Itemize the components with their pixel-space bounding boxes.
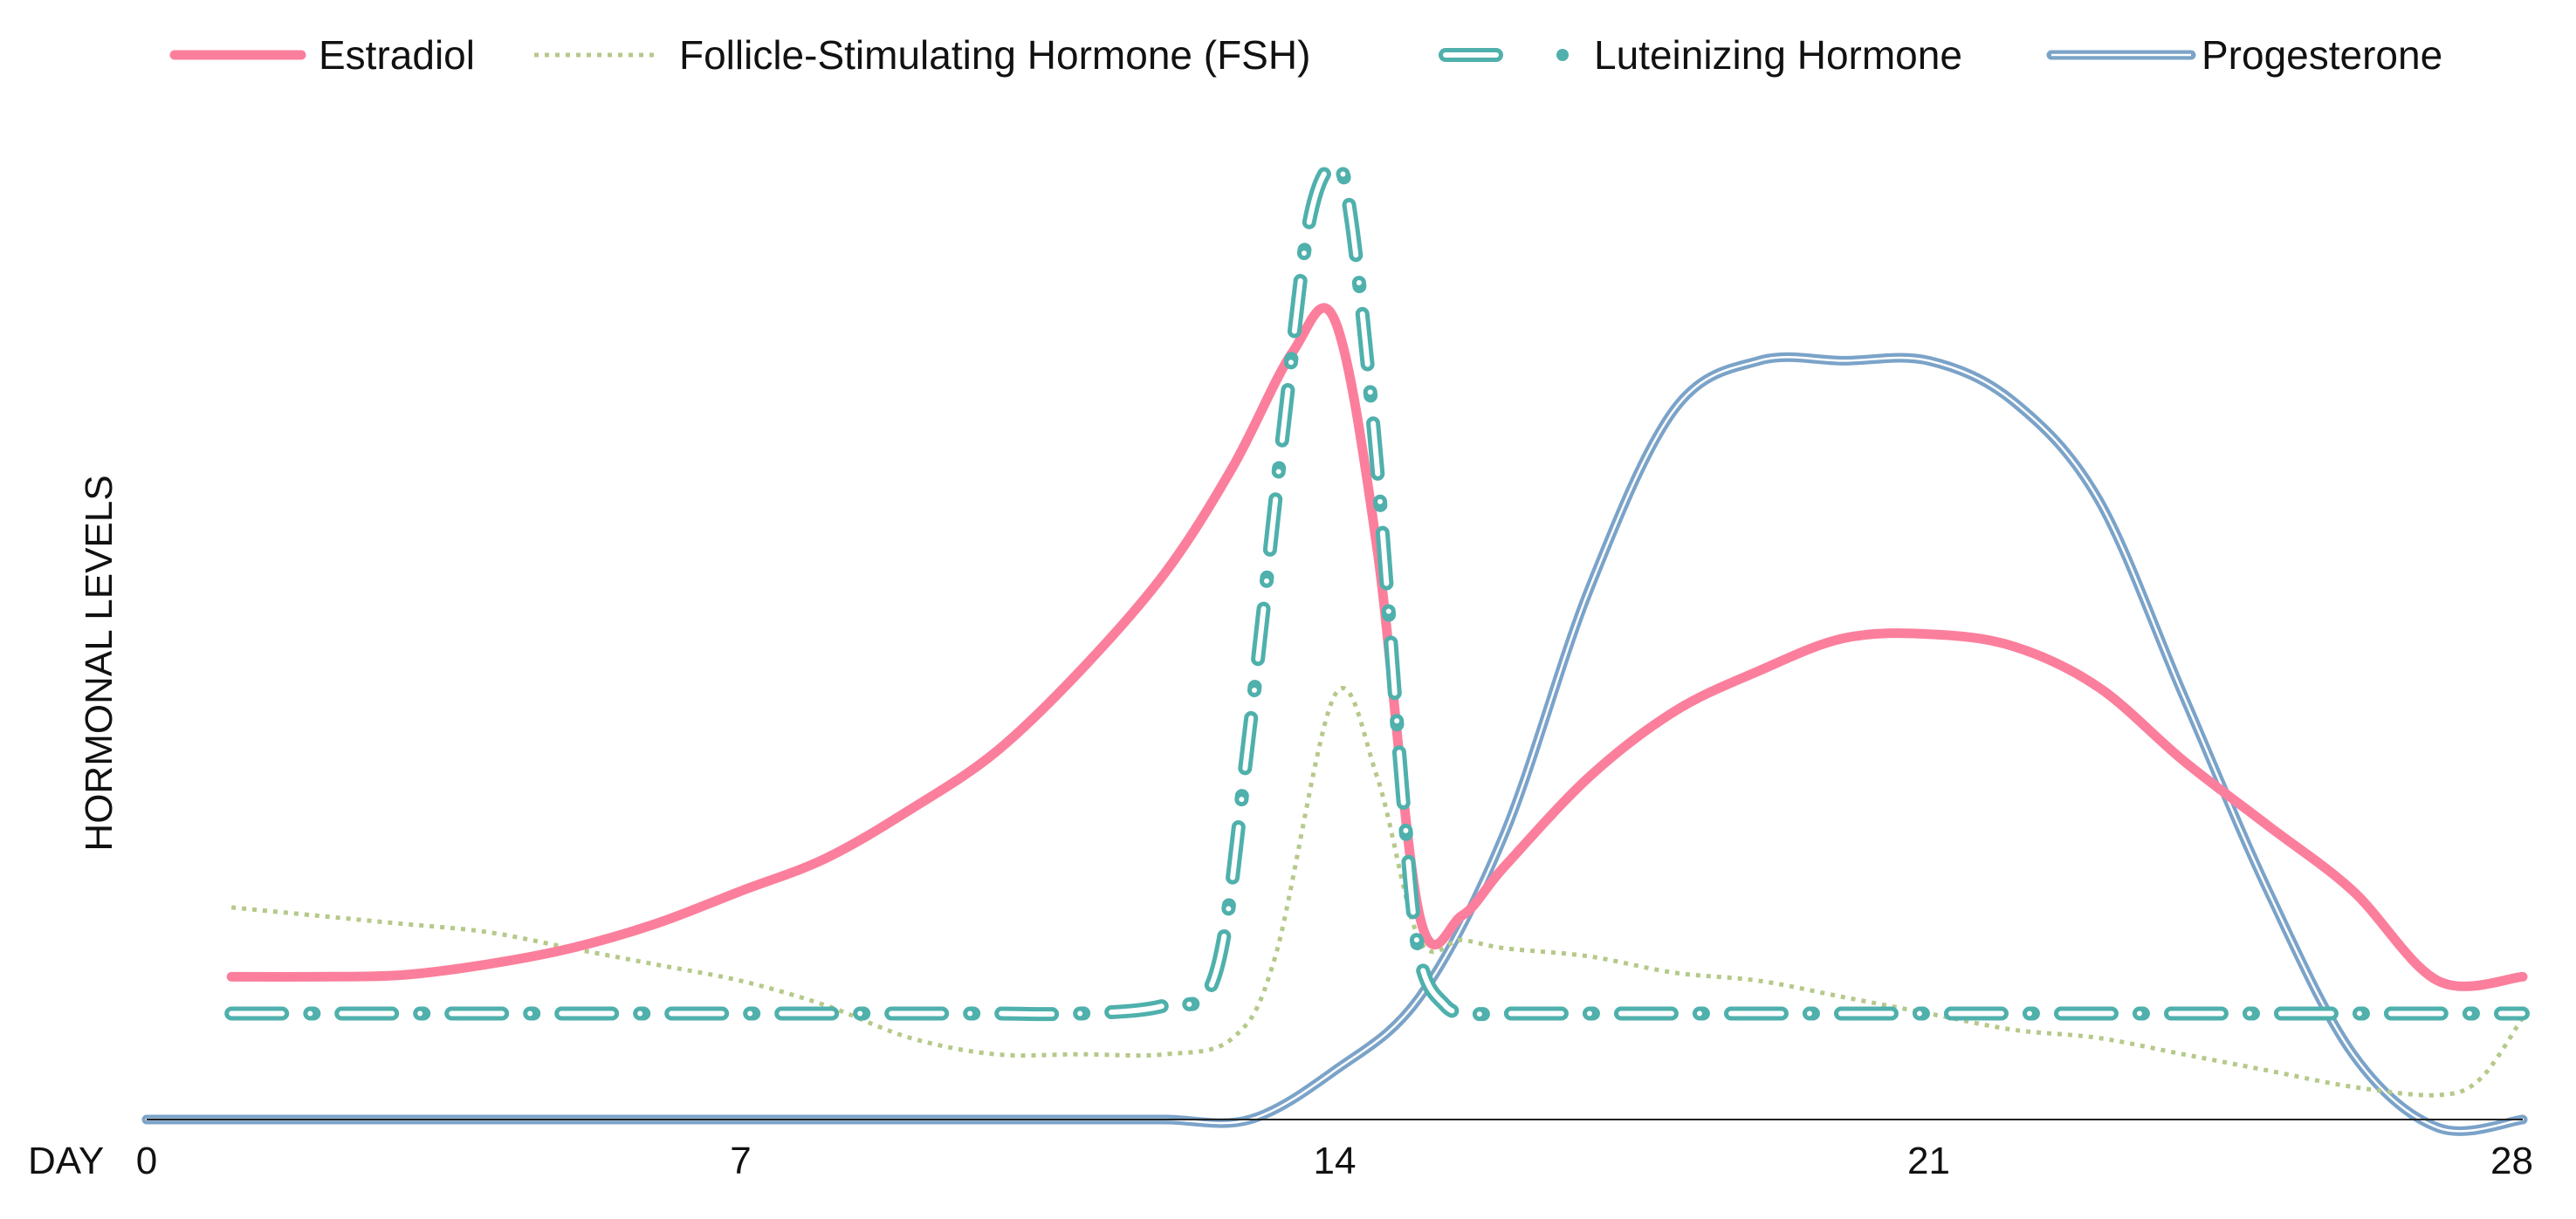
legend-swatch-dot	[1556, 49, 1569, 61]
x-axis-ticks: 0 7 14 21 28	[136, 1140, 2533, 1182]
y-axis-title: HORMONAL LEVELS	[78, 475, 120, 851]
x-tick-label: 7	[730, 1140, 751, 1182]
x-tick-label: 28	[2490, 1140, 2533, 1182]
legend-label: Estradiol	[319, 32, 475, 78]
legend-label: Follicle-Stimulating Hormone (FSH)	[679, 32, 1310, 78]
x-tick-label: 0	[136, 1140, 157, 1182]
x-tick-label: 14	[1314, 1140, 1357, 1182]
x-tick-label: 21	[1907, 1140, 1950, 1182]
legend-entry: Luteinizing Hormone	[1439, 32, 1962, 78]
legend-entry: Estradiol	[169, 32, 475, 78]
plot-area	[141, 157, 2530, 1136]
series-line-lh	[224, 157, 2530, 1022]
legend: Estradiol Follicle-Stimulating Hormone (F…	[169, 32, 2442, 78]
x-axis-title: DAY	[28, 1140, 104, 1182]
legend-entry: Progesterone	[2046, 32, 2442, 78]
series-line-lh-inner	[229, 161, 2525, 1017]
series-line-fsh	[230, 686, 2525, 1098]
legend-label: Progesterone	[2202, 32, 2442, 78]
legend-entry: Follicle-Stimulating Hormone (FSH)	[534, 32, 1310, 78]
series-line-lh-outer	[224, 157, 2530, 1022]
legend-label: Luteinizing Hormone	[1594, 32, 1962, 78]
series-line-estradiol	[226, 303, 2528, 991]
